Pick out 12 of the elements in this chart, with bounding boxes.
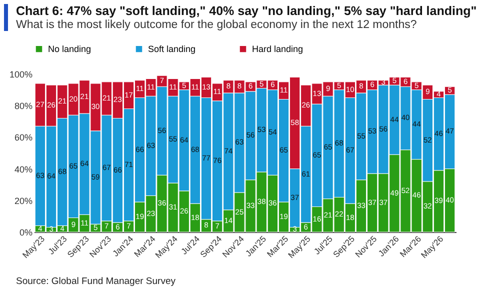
- chart-subtitle: What is the most likely outcome for the global economy in the next 12 months?: [16, 19, 418, 31]
- y-tick-label: 100%: [9, 70, 32, 80]
- legend-label: Soft landing: [148, 44, 196, 54]
- legend-label: Hard landing: [252, 44, 304, 54]
- y-tick-label: 60%: [14, 132, 32, 143]
- y-tick-label: 0%: [19, 228, 32, 238]
- y-tick-label: 80%: [14, 101, 32, 112]
- y-tick-label: 20%: [14, 196, 32, 206]
- y-tick-label: 40%: [14, 164, 32, 174]
- source-note: Source: Global Fund Manager Survey: [16, 276, 176, 287]
- legend-label: No landing: [48, 44, 92, 54]
- chart-title: Chart 6: 47% say "soft landing," 40% say "no landing," 5% say "hard landing": [16, 4, 477, 18]
